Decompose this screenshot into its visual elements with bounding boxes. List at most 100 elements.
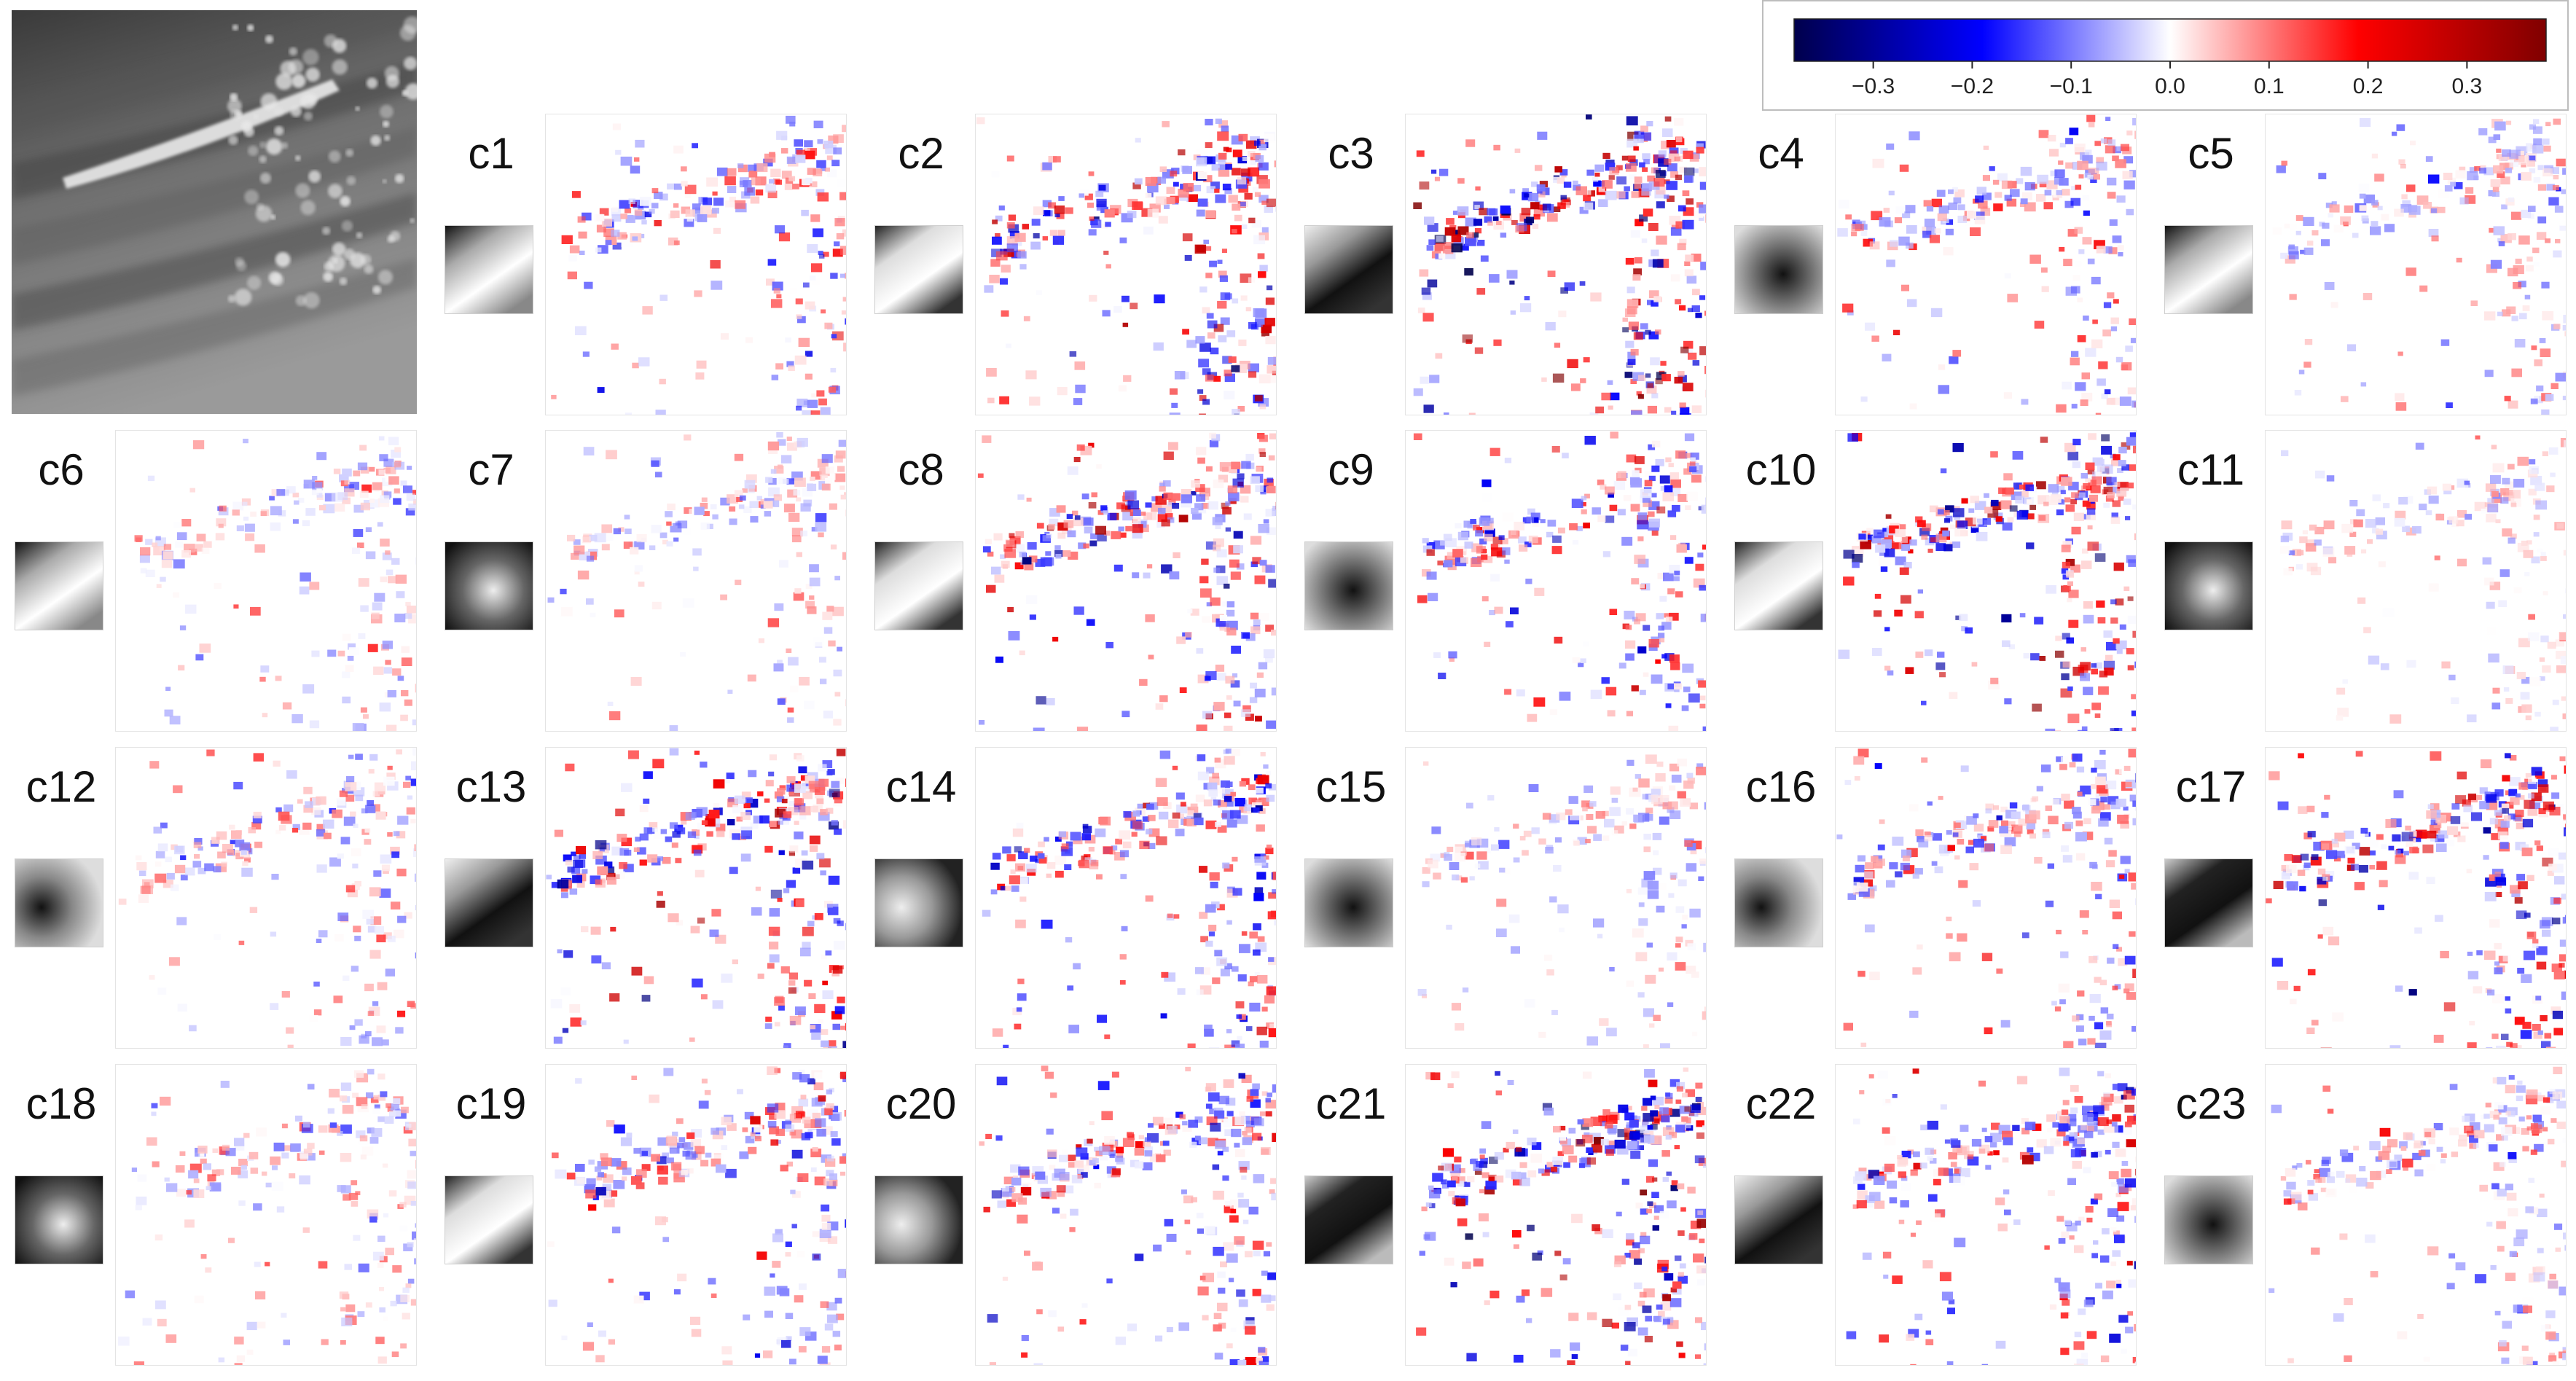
activation-patch [1438, 254, 1445, 259]
activation-patch [1221, 969, 1230, 976]
activation-patch [2371, 221, 2378, 227]
activation-patch [1583, 786, 1593, 793]
activation-patch [834, 829, 842, 835]
activation-patch [1943, 510, 1950, 515]
activation-patch [781, 966, 790, 974]
activation-patch [1640, 125, 1648, 132]
activation-patch [2283, 568, 2293, 575]
activation-patch [2508, 464, 2515, 470]
activation-patch [2493, 187, 2499, 192]
activation-patch [185, 605, 197, 614]
activation-patch [1644, 871, 1656, 880]
activation-patch [1687, 275, 1697, 283]
activation-patch [375, 926, 384, 934]
activation-patch [1510, 608, 1519, 615]
activation-patch [1527, 714, 1538, 722]
activation-patch [2376, 517, 2385, 525]
activation-patch [2321, 239, 2330, 246]
activation-patch [1209, 931, 1215, 936]
activation-patch [2106, 1022, 2112, 1027]
activation-patch [2412, 526, 2422, 533]
activation-patch [697, 361, 707, 369]
activation-patch [1120, 874, 1127, 879]
input-speckle [259, 155, 267, 163]
activation-patch [1946, 229, 1954, 235]
activation-patch [2516, 910, 2527, 919]
activation-patch [779, 232, 790, 241]
activation-patch [1250, 536, 1261, 544]
activation-patch [2097, 466, 2105, 472]
input-speckle [248, 146, 258, 156]
input-speckle [275, 73, 292, 90]
kernel-thumbnail [874, 858, 963, 947]
activation-patch [1002, 846, 1011, 853]
activation-patch [337, 853, 344, 858]
activation-patch [778, 465, 783, 469]
activation-patch [1667, 1002, 1673, 1007]
activation-patch [2295, 390, 2302, 396]
activation-patch [2457, 559, 2467, 567]
activation-patch [1692, 405, 1702, 413]
activation-patch [713, 197, 724, 206]
activation-patch [173, 522, 181, 528]
activation-patch [1942, 531, 1949, 536]
activation-patch [1017, 251, 1027, 259]
activation-patch [750, 501, 759, 509]
activation-patch [1073, 963, 1081, 970]
activation-patch [2505, 753, 2511, 758]
activation-patch [1183, 183, 1194, 192]
activation-patch [700, 206, 711, 214]
activation-patch [2481, 509, 2487, 514]
activation-patch [394, 488, 400, 493]
activation-patch [2092, 477, 2102, 485]
activation-patch [1643, 1044, 1649, 1049]
activation-patch [1256, 155, 1264, 162]
activation-patch [1845, 780, 1852, 785]
activation-patch [1067, 985, 1073, 990]
activation-patch [710, 281, 722, 290]
activation-patch [590, 613, 596, 617]
activation-patch [823, 141, 833, 148]
activation-patch [2485, 892, 2497, 901]
activation-patch [2506, 307, 2516, 315]
activation-patch [2513, 282, 2521, 289]
activation-patch [411, 762, 417, 770]
activation-patch [1658, 883, 1666, 890]
activation-patch [2522, 848, 2533, 856]
input-speckle [342, 220, 353, 231]
activation-patch [2551, 792, 2559, 799]
activation-patch [2299, 536, 2307, 543]
activation-patch [283, 805, 293, 812]
activation-patch [1196, 157, 1207, 166]
activation-patch [1865, 925, 1875, 933]
activation-patch [1532, 827, 1540, 834]
activation-patch [2077, 297, 2083, 302]
activation-patch [1082, 493, 1089, 499]
activation-patch [1643, 625, 1650, 631]
activation-patch [809, 595, 814, 600]
activation-patch [2471, 300, 2478, 306]
activation-patch [1653, 1015, 1661, 1021]
activation-patch [801, 504, 811, 512]
activation-patch [1417, 150, 1425, 157]
activation-patch [1706, 214, 1707, 223]
activation-patch [1993, 805, 1999, 810]
activation-patch [1670, 872, 1677, 878]
activation-patch [1895, 872, 1903, 877]
activation-patch [1196, 795, 1205, 802]
activation-patch [2005, 195, 2012, 200]
kernel-thumbnail [445, 541, 533, 630]
activation-patch [171, 885, 179, 891]
activation-patch [712, 515, 718, 520]
activation-patch [628, 751, 639, 759]
activation-patch [992, 219, 998, 224]
activation-patch [394, 447, 401, 452]
input-speckle [281, 142, 288, 149]
activation-patch [821, 407, 831, 415]
input-speckle [347, 176, 356, 185]
activation-patch [379, 469, 385, 474]
activation-patch [2360, 205, 2367, 211]
activation-patch [1610, 393, 1619, 401]
activation-patch [1977, 187, 1986, 195]
activation-patch [561, 987, 571, 995]
